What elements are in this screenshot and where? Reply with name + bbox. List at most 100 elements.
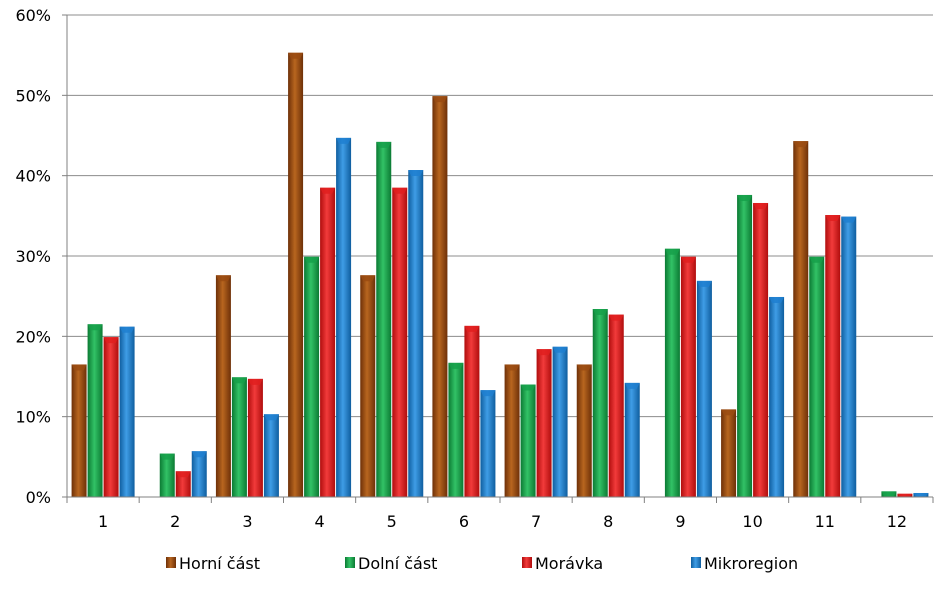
y-tick-label: 30% bbox=[15, 247, 51, 266]
bar-cap bbox=[664, 248, 680, 255]
bar bbox=[464, 325, 480, 497]
y-tick-label: 0% bbox=[26, 488, 51, 507]
bars bbox=[71, 52, 929, 498]
bar-cap bbox=[191, 451, 207, 458]
bar bbox=[448, 362, 464, 497]
x-tick-label: 6 bbox=[459, 512, 469, 531]
bar-cap bbox=[464, 325, 480, 332]
bar bbox=[119, 326, 135, 497]
y-tick-label: 50% bbox=[15, 86, 51, 105]
bar bbox=[664, 248, 680, 497]
bar-cap bbox=[841, 216, 857, 223]
legend-label: Morávka bbox=[535, 554, 603, 573]
x-tick-label: 9 bbox=[675, 512, 685, 531]
bar-cap bbox=[408, 170, 424, 177]
x-tick-label: 4 bbox=[314, 512, 324, 531]
y-tick-label: 20% bbox=[15, 327, 51, 346]
bar-cap bbox=[809, 256, 825, 263]
bar bbox=[825, 215, 841, 497]
bar-cap bbox=[608, 314, 624, 321]
bar-cap bbox=[504, 364, 520, 371]
bar-cap bbox=[159, 453, 175, 460]
bar bbox=[624, 382, 640, 497]
bar bbox=[737, 194, 753, 498]
bar bbox=[680, 256, 696, 497]
bar bbox=[71, 364, 87, 497]
bar bbox=[480, 390, 496, 497]
x-tick-label: 5 bbox=[387, 512, 397, 531]
bar-cap bbox=[480, 390, 496, 397]
legend: Horní část Dolní část Morávka Mikroregion bbox=[166, 554, 798, 573]
bar-cap bbox=[288, 52, 304, 59]
bar-cap bbox=[753, 202, 769, 209]
bar-cap bbox=[520, 384, 536, 391]
bar bbox=[159, 453, 175, 497]
x-tick-label: 2 bbox=[170, 512, 180, 531]
bar-cap bbox=[881, 491, 897, 497]
bar bbox=[552, 346, 568, 497]
bar bbox=[103, 337, 119, 497]
x-tick-label: 11 bbox=[815, 512, 835, 531]
bar bbox=[592, 309, 608, 497]
bar-cap bbox=[825, 215, 841, 222]
bar bbox=[809, 256, 825, 497]
bar bbox=[87, 324, 103, 497]
bar bbox=[360, 275, 376, 497]
bar-cap bbox=[320, 187, 336, 194]
bar bbox=[263, 414, 279, 497]
x-tick-label: 3 bbox=[242, 512, 252, 531]
bar-cap bbox=[432, 96, 448, 103]
bar bbox=[288, 52, 304, 498]
bar-cap bbox=[769, 296, 785, 303]
bar-cap bbox=[680, 256, 696, 263]
legend-swatch bbox=[345, 557, 355, 568]
bar bbox=[191, 451, 207, 497]
bar bbox=[215, 275, 231, 497]
bar-cap bbox=[304, 256, 320, 263]
bar bbox=[841, 216, 857, 498]
bar-cap bbox=[793, 141, 809, 148]
bar bbox=[769, 296, 785, 497]
x-tick-label: 7 bbox=[531, 512, 541, 531]
bar-cap bbox=[721, 409, 737, 416]
bar bbox=[432, 96, 448, 498]
bar bbox=[376, 141, 392, 497]
y-tick-label: 10% bbox=[15, 408, 51, 427]
bar bbox=[175, 471, 191, 497]
y-tick-label: 60% bbox=[15, 6, 51, 25]
legend-label: Dolní část bbox=[358, 554, 437, 573]
bar-cap bbox=[360, 275, 376, 282]
bar bbox=[753, 202, 769, 498]
bar-cap bbox=[897, 493, 913, 497]
bar bbox=[608, 314, 624, 497]
legend-label: Horní část bbox=[179, 554, 260, 573]
legend-label: Mikroregion bbox=[704, 554, 798, 573]
x-tick-label: 1 bbox=[98, 512, 108, 531]
gridlines bbox=[67, 14, 933, 418]
bar-cap bbox=[376, 141, 392, 148]
y-tick-label: 40% bbox=[15, 167, 51, 186]
bar bbox=[336, 137, 352, 497]
legend-swatch bbox=[522, 557, 532, 568]
bar-cap bbox=[552, 346, 568, 353]
bar-cap bbox=[103, 337, 119, 344]
bar-cap bbox=[87, 324, 103, 331]
bar-cap bbox=[231, 377, 247, 384]
bar bbox=[721, 409, 737, 497]
bar-cap bbox=[119, 326, 135, 333]
bar bbox=[392, 187, 408, 497]
bar bbox=[536, 349, 552, 497]
bar bbox=[320, 187, 336, 497]
bar bbox=[576, 364, 592, 497]
bar-cap bbox=[576, 364, 592, 371]
bar bbox=[247, 378, 263, 497]
bar bbox=[520, 384, 536, 497]
bar bbox=[504, 364, 520, 497]
bar-cap bbox=[175, 471, 191, 478]
bar bbox=[304, 256, 320, 497]
bar bbox=[231, 377, 247, 497]
bar-cap bbox=[624, 382, 640, 389]
axes: 0%10%20%30%40%50%60%1 2 3 4 5 6 7 8 9 10 11 12 bbox=[15, 6, 934, 531]
